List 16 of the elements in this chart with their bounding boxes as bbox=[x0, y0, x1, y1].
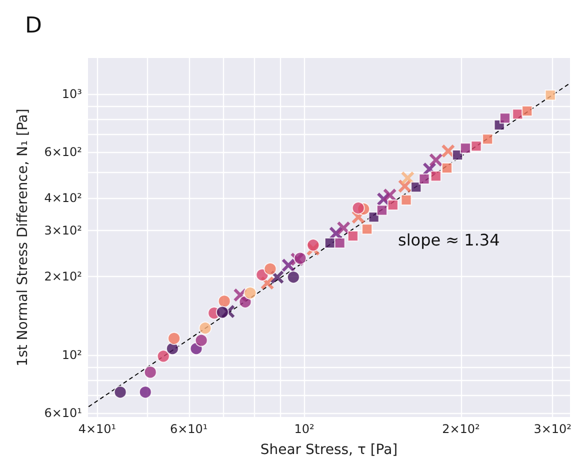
y-tick-label: 6×10¹ bbox=[44, 406, 82, 420]
y-tick-label: 10² bbox=[62, 348, 82, 362]
chart-title: D bbox=[25, 14, 42, 38]
x-tick-label: 6×10¹ bbox=[170, 422, 208, 436]
x-axis-title: Shear Stress, τ [Pa] bbox=[260, 442, 398, 458]
y-tick-label: 10³ bbox=[62, 87, 82, 102]
x-tick-label: 2×10² bbox=[442, 422, 480, 436]
x-tick-label: 3×10² bbox=[534, 422, 572, 436]
annotation: slope ≈ 1.34 bbox=[398, 230, 500, 250]
x-tick-label: 4×10¹ bbox=[78, 422, 116, 436]
y-axis-title: 1st Normal Stress Difference, N₁ [Pa] bbox=[15, 108, 31, 366]
y-tick-label: 6×10² bbox=[44, 144, 82, 159]
y-tick-label: 3×10² bbox=[44, 224, 82, 238]
x-tick-label: 10² bbox=[294, 422, 315, 436]
y-tick-label: 4×10² bbox=[44, 190, 82, 205]
y-tick-label: 2×10² bbox=[44, 270, 82, 284]
